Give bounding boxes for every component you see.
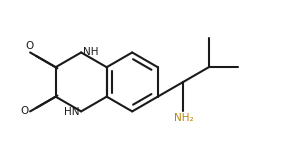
Text: O: O [25,41,33,51]
Text: NH: NH [83,47,99,57]
Text: NH₂: NH₂ [174,113,194,123]
Text: O: O [20,106,28,116]
Text: HN: HN [64,107,79,117]
